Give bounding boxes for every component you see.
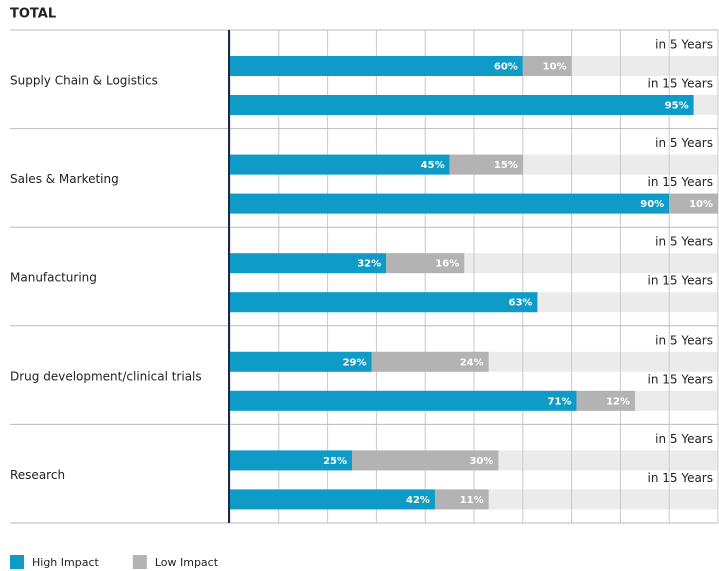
bar-segment [230, 292, 538, 313]
bar-segment [230, 489, 435, 510]
bar-segment [576, 390, 636, 411]
category-label: in 5 Years [655, 38, 713, 52]
group-label: Research [10, 468, 65, 482]
legend-swatch [10, 555, 24, 569]
value-label: 24% [460, 357, 484, 368]
bar-segment [449, 154, 523, 175]
category-label: in 15 Years [648, 77, 714, 91]
group-label: Sales & Marketing [10, 172, 119, 186]
value-label: 45% [421, 160, 445, 171]
value-label: 63% [509, 298, 533, 309]
category-label: in 15 Years [648, 372, 714, 386]
category-label: in 5 Years [655, 333, 713, 347]
group-label: Drug development/clinical trials [10, 369, 202, 383]
value-label: 42% [406, 495, 430, 506]
group-label: Supply Chain & Logistics [10, 74, 158, 88]
value-label: 15% [494, 160, 518, 171]
value-label: 10% [543, 62, 567, 73]
value-label: 25% [323, 456, 347, 467]
bar-segment [230, 450, 352, 471]
legend-label: High Impact [32, 556, 100, 569]
bar-segment [230, 95, 694, 115]
value-label: 95% [665, 101, 689, 112]
bar-segment [230, 253, 387, 274]
legend-swatch [132, 555, 147, 569]
category-label: in 5 Years [655, 136, 713, 150]
bar-segment [230, 56, 523, 76]
bar-segment [522, 56, 572, 76]
bar-segment [386, 253, 465, 274]
bar-segment [669, 193, 718, 214]
category-label: in 15 Years [648, 175, 714, 189]
bar-segment [230, 351, 372, 372]
bar-segment [371, 351, 489, 372]
bar-segment [434, 489, 489, 510]
value-label: 29% [343, 357, 367, 368]
value-label: 30% [469, 456, 493, 467]
bar-segment [230, 193, 670, 214]
legend-label: Low Impact [155, 556, 219, 569]
chart-title: TOTAL [10, 7, 56, 22]
category-label: in 5 Years [655, 235, 713, 249]
value-label: 11% [460, 495, 484, 506]
value-label: 60% [494, 62, 518, 73]
bar-segment [230, 390, 577, 411]
value-label: 12% [606, 396, 630, 407]
value-label: 10% [689, 199, 713, 210]
category-label: in 15 Years [648, 471, 714, 485]
bar-segment [352, 450, 499, 471]
bar-segment [230, 154, 450, 175]
category-label: in 15 Years [648, 274, 714, 288]
value-label: 71% [548, 396, 572, 407]
category-label: in 5 Years [655, 432, 713, 446]
group-label: Manufacturing [10, 271, 97, 285]
value-label: 32% [357, 259, 381, 270]
value-label: 16% [435, 259, 459, 270]
value-label: 90% [640, 199, 664, 210]
